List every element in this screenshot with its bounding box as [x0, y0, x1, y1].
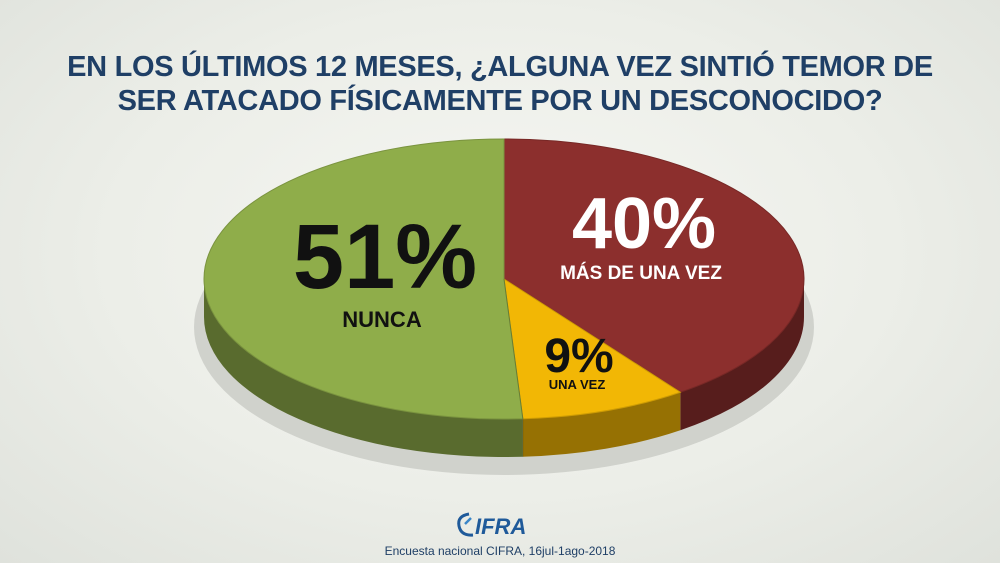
slice-top-0	[203, 138, 524, 420]
title-line-1: EN LOS ÚLTIMOS 12 MESES, ¿ALGUNA VEZ SIN…	[67, 51, 933, 83]
slice-value-label: 40%	[572, 184, 716, 264]
logo-text: IFRA	[475, 514, 526, 539]
slice-value-label: 9%	[544, 330, 613, 383]
slice-top-1	[503, 138, 805, 393]
cifra-logo: IFRA	[0, 510, 1000, 545]
slice-side-2	[522, 392, 681, 457]
slice-top-2	[503, 277, 682, 420]
chart-title: EN LOS ÚLTIMOS 12 MESES, ¿ALGUNA VEZ SIN…	[0, 50, 1000, 118]
slice-category-label: UNA VEZ	[549, 377, 606, 392]
source-note: Encuesta nacional CIFRA, 16jul-1ago-2018	[384, 544, 616, 558]
slice-side-0	[204, 279, 523, 458]
slice-category-label: MÁS DE UNA VEZ	[560, 262, 722, 284]
slice-side-1	[680, 279, 804, 431]
slice-category-label: NUNCA	[342, 307, 422, 332]
slice-edge	[503, 278, 524, 457]
slice-value-label: 51%	[293, 206, 477, 308]
title-line-2: SER ATACADO FÍSICAMENTE POR UN DESCONOCI…	[117, 85, 883, 117]
cifra-logo-mark: IFRA	[457, 512, 526, 539]
